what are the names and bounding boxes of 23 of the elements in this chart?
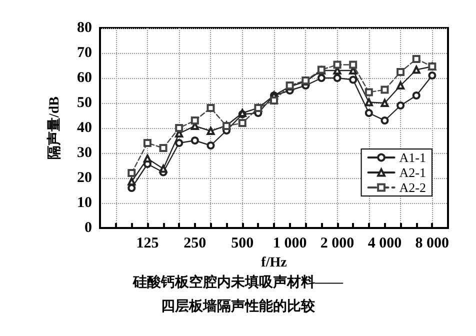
x-tick-label: 2 000: [320, 236, 354, 252]
x-tick-label: 500: [231, 236, 254, 252]
legend-label: A2-1: [399, 165, 426, 180]
y-tick-label: 40: [77, 120, 92, 136]
y-tick-label: 0: [84, 220, 92, 236]
y-tick-label: 70: [77, 45, 92, 61]
y-tick-label: 60: [77, 70, 92, 86]
y-tick-label: 80: [77, 20, 92, 36]
y-tick-label: 20: [77, 170, 92, 186]
text: 四层板墙隔声性能的比较: [161, 298, 316, 314]
y-tick-label: 50: [77, 95, 92, 111]
y-tick-label: 30: [77, 145, 92, 161]
y-tick-label: 10: [77, 195, 92, 211]
x-tick-label: 8 000: [415, 236, 450, 252]
x-tick-label: 1 000: [272, 236, 307, 252]
y-axis-title: 隔声量/dB: [46, 96, 62, 160]
x-tick-label: 250: [184, 236, 206, 252]
x-tick-label: 4 000: [368, 236, 402, 252]
legend-label: A1-1: [399, 150, 426, 165]
legend-label: A2-2: [399, 180, 426, 195]
text: 硅酸钙板空腔内未填吸声材料——: [132, 274, 344, 290]
x-tick-label: 125: [136, 236, 159, 252]
x-axis-title: f/Hz: [261, 255, 287, 270]
